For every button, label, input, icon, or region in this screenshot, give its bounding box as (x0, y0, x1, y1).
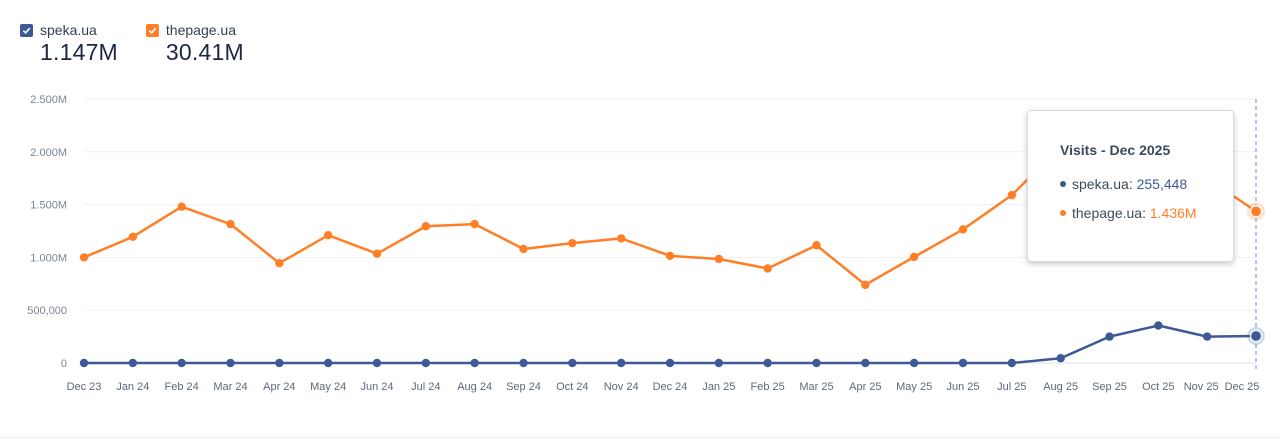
tooltip-label: speka.ua: (1072, 176, 1133, 192)
data-point (1154, 321, 1163, 330)
data-point (1007, 190, 1017, 200)
x-tick-label: May 25 (896, 381, 932, 393)
legend-label: speka.ua (40, 22, 97, 38)
bottom-divider (0, 437, 1280, 438)
checkbox-checked-icon[interactable] (20, 23, 33, 37)
checkbox-checked-icon[interactable] (145, 23, 159, 37)
tooltip-row-speka: speka.ua: 255,448 (1060, 176, 1233, 192)
data-point (909, 252, 919, 262)
tooltip-title: Visits - Dec 2025 (1060, 142, 1171, 158)
tooltip-value: 1.436M (1149, 205, 1197, 221)
tooltip-row-thepage: thepage.ua: 1.436M (1060, 205, 1233, 221)
data-point (519, 244, 528, 254)
legend-total: 1.147M (40, 39, 118, 65)
data-point (226, 219, 235, 229)
tooltip-value: 255,448 (1136, 176, 1188, 192)
data-point (909, 358, 919, 368)
tooltip: Visits - Dec 2025 speka.ua: 255,448 thep… (1027, 110, 1234, 262)
data-point (714, 358, 724, 368)
data-point (861, 280, 870, 290)
data-point (128, 232, 138, 242)
data-point (763, 358, 772, 368)
data-point (519, 358, 528, 368)
x-tick-label: Jan 24 (116, 381, 149, 393)
x-tick-label: Sep 24 (506, 381, 541, 393)
y-tick-label: 1.500M (30, 200, 67, 212)
legend-label: thepage.ua (165, 22, 236, 38)
series-dot-icon (1060, 210, 1066, 216)
x-tick-label: Feb 24 (165, 381, 199, 393)
data-point (763, 264, 772, 273)
data-point (323, 358, 333, 368)
x-tick-label: May 24 (310, 381, 346, 393)
data-point-highlighted (1249, 329, 1263, 343)
legend-total: 30.41M (165, 39, 244, 65)
x-tick-label: Aug 25 (1043, 381, 1078, 393)
data-point (470, 219, 479, 229)
data-point (1056, 354, 1065, 363)
x-tick-label: Oct 24 (556, 381, 588, 393)
data-point (665, 358, 675, 368)
x-tick-label: Sep 25 (1092, 381, 1127, 393)
x-tick-label: Jan 25 (702, 381, 735, 393)
data-point (177, 202, 186, 211)
data-point (861, 358, 870, 368)
data-point (568, 358, 577, 368)
series-dot-icon (1060, 181, 1066, 187)
data-point (470, 358, 479, 368)
tooltip-label: thepage.ua: (1072, 205, 1146, 221)
data-point (616, 234, 626, 243)
x-tick-label: Dec 24 (653, 381, 688, 393)
y-tick-label: 2.000M (30, 147, 67, 159)
y-tick-label: 500,000 (27, 305, 67, 317)
data-point (665, 251, 675, 261)
data-point (79, 358, 89, 368)
x-tick-label: Jul 25 (997, 381, 1026, 393)
data-point (421, 358, 431, 368)
y-tick-label: 2.500M (30, 94, 67, 106)
x-tick-label: Nov 25 (1184, 381, 1219, 393)
data-point (958, 358, 968, 368)
x-tick-label: Mar 25 (799, 381, 833, 393)
series-line-0 (84, 324, 1257, 365)
data-point (1202, 332, 1212, 341)
x-tick-label: Jul 24 (411, 381, 440, 393)
data-point (616, 358, 626, 368)
data-point (128, 358, 138, 368)
legend-item-speka[interactable]: speka.ua 1.147M (20, 22, 118, 66)
legend-item-thepage[interactable]: thepage.ua 30.41M (145, 22, 244, 66)
data-point (372, 249, 382, 258)
data-point (323, 231, 333, 240)
x-tick-label: Feb 25 (751, 381, 785, 393)
data-point (275, 259, 284, 268)
data-point (812, 241, 821, 250)
x-tick-label: Apr 25 (849, 381, 881, 393)
x-tick-label: Apr 24 (263, 381, 295, 393)
x-tick-label: Oct 25 (1142, 381, 1174, 393)
x-tick-label: Aug 24 (457, 381, 492, 393)
x-tick-label: Dec 25 (1225, 381, 1260, 393)
x-tick-label: Dec 23 (67, 381, 102, 393)
y-tick-label: 1.000M (30, 252, 67, 264)
data-point-highlighted (1249, 205, 1263, 218)
data-point (568, 238, 577, 248)
data-point (1105, 332, 1114, 341)
data-point (812, 358, 821, 368)
data-point (226, 358, 235, 368)
data-point (79, 253, 89, 262)
data-point (958, 225, 968, 234)
data-point (421, 222, 431, 231)
data-point (1007, 358, 1017, 368)
data-point (714, 254, 724, 264)
x-tick-label: Nov 24 (604, 381, 639, 393)
data-point (177, 358, 186, 368)
y-tick-label: 0 (61, 358, 67, 370)
data-point (372, 358, 382, 368)
x-tick-label: Jun 25 (946, 381, 979, 393)
legend: speka.ua 1.147M thepage.ua 30.41M (20, 22, 244, 66)
data-point (275, 358, 284, 368)
x-tick-label: Mar 24 (213, 381, 247, 393)
x-tick-label: Jun 24 (360, 381, 393, 393)
